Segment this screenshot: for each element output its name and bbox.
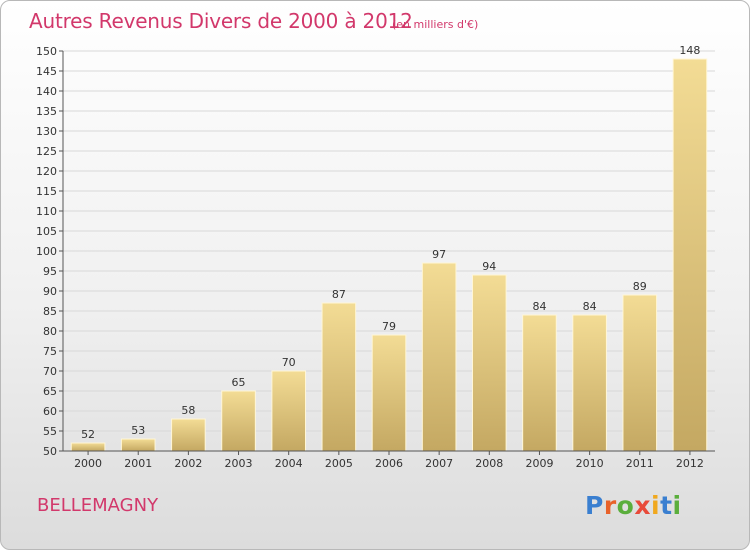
x-tick-label: 2000 <box>74 457 102 470</box>
logo-letter: i <box>651 491 661 520</box>
commune-name: BELLEMAGNY <box>37 495 159 516</box>
bar <box>221 390 256 452</box>
y-tick-label: 150 <box>36 45 57 58</box>
y-tick-label: 130 <box>36 125 57 138</box>
y-tick-label: 120 <box>36 165 57 178</box>
data-label: 79 <box>382 320 396 333</box>
y-tick-label: 80 <box>43 325 57 338</box>
y-tick-label: 90 <box>43 285 57 298</box>
data-labels: 52 53 58 65 70 87 79 97 94 84 84 89 148 <box>81 44 700 441</box>
y-tick-label: 110 <box>36 205 57 218</box>
x-tick-label: 2005 <box>325 457 353 470</box>
bar <box>672 58 708 452</box>
bar <box>171 418 206 452</box>
x-tick-label: 2004 <box>275 457 303 470</box>
x-tick-label: 2010 <box>576 457 604 470</box>
logo-letter: i <box>672 491 682 520</box>
x-tick-label: 2006 <box>375 457 403 470</box>
y-tick-label: 95 <box>43 265 57 278</box>
data-label: 87 <box>332 288 346 301</box>
data-label: 53 <box>131 424 145 437</box>
chart-subtitle: (en milliers d'€) <box>392 18 479 31</box>
y-tick-label: 70 <box>43 365 57 378</box>
x-tick-label: 2009 <box>525 457 553 470</box>
bar <box>271 370 306 452</box>
logo-letter: t <box>660 491 673 520</box>
x-tick-label: 2001 <box>124 457 152 470</box>
y-tick-label: 115 <box>36 185 57 198</box>
x-tick-label: 2007 <box>425 457 453 470</box>
bar <box>622 294 658 452</box>
y-tick-label: 100 <box>36 245 57 258</box>
data-label: 94 <box>482 260 496 273</box>
data-label: 97 <box>432 248 446 261</box>
data-label: 89 <box>633 280 647 293</box>
logo-letter: r <box>603 491 617 520</box>
y-tick-label: 65 <box>43 385 57 398</box>
logo-letter: x <box>634 491 651 520</box>
proxiti-logo: Proxiti <box>585 491 682 520</box>
y-tick-label: 85 <box>43 305 57 318</box>
y-tick-label: 75 <box>43 345 57 358</box>
bar <box>472 274 507 452</box>
data-label: 84 <box>532 300 546 313</box>
y-tick-label: 125 <box>36 145 57 158</box>
x-tick-label: 2012 <box>676 457 704 470</box>
data-label: 65 <box>232 376 246 389</box>
y-tick-label: 105 <box>36 225 57 238</box>
x-tick-label: 2003 <box>225 457 253 470</box>
axes: 50 55 60 65 70 75 80 85 90 95 100 105 110 115 120 125 13… <box>36 45 715 470</box>
y-tick-label: 135 <box>36 105 57 118</box>
y-tick-label: 140 <box>36 85 57 98</box>
x-tick-label: 2011 <box>626 457 654 470</box>
bar <box>321 302 357 452</box>
bar <box>572 314 607 452</box>
logo-letter: P <box>585 491 604 520</box>
y-tick-label: 50 <box>43 445 57 458</box>
bar <box>421 262 457 452</box>
data-label: 58 <box>181 404 195 417</box>
y-tick-label: 145 <box>36 65 57 78</box>
bar <box>70 442 106 452</box>
data-label: 70 <box>282 356 296 369</box>
bar <box>522 314 557 452</box>
bar <box>371 334 407 452</box>
y-tick-label: 55 <box>43 425 57 438</box>
bar <box>120 438 156 452</box>
data-label: 84 <box>583 300 597 313</box>
bars <box>70 58 708 452</box>
chart-title: Autres Revenus Divers de 2000 à 2012 <box>29 9 413 33</box>
y-tick-label: 60 <box>43 405 57 418</box>
logo-letter: o <box>616 491 635 520</box>
data-label: 148 <box>679 44 700 57</box>
x-tick-label: 2008 <box>475 457 503 470</box>
x-tick-label: 2002 <box>174 457 202 470</box>
data-label: 52 <box>81 428 95 441</box>
